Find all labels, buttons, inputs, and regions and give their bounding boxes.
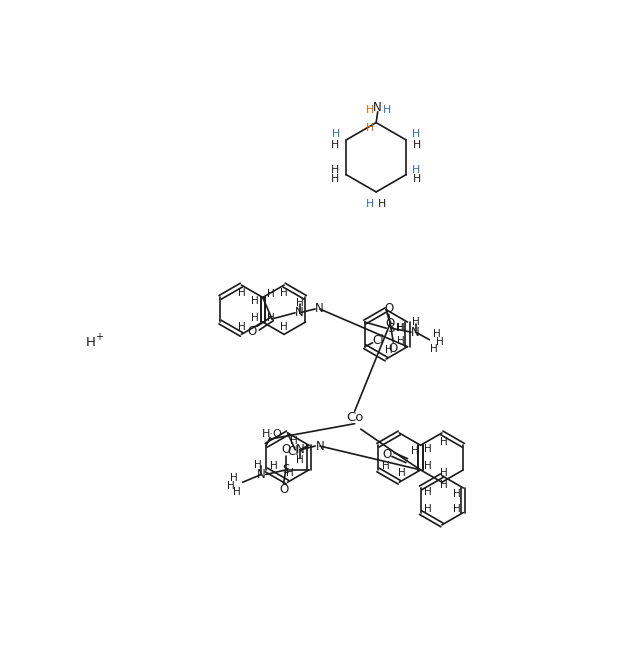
Text: H: H bbox=[270, 461, 278, 471]
Text: H: H bbox=[412, 317, 419, 327]
Text: H: H bbox=[254, 460, 262, 470]
Text: H: H bbox=[424, 504, 432, 514]
Text: O: O bbox=[384, 302, 393, 314]
Text: H: H bbox=[453, 489, 461, 499]
Text: H: H bbox=[384, 345, 392, 355]
Text: H: H bbox=[424, 461, 432, 471]
Text: N: N bbox=[296, 444, 304, 456]
Text: H: H bbox=[424, 444, 432, 454]
Text: H: H bbox=[366, 123, 374, 133]
Text: Cl: Cl bbox=[288, 445, 299, 458]
Text: H: H bbox=[366, 199, 374, 209]
Text: H: H bbox=[238, 322, 245, 332]
Text: H: H bbox=[436, 337, 444, 347]
Text: H: H bbox=[424, 487, 432, 497]
Text: H: H bbox=[378, 199, 386, 209]
Text: O: O bbox=[279, 484, 288, 496]
Text: H: H bbox=[453, 504, 461, 514]
Text: N: N bbox=[411, 326, 420, 339]
Text: H: H bbox=[366, 105, 374, 115]
Text: H: H bbox=[286, 468, 294, 478]
Text: Cl: Cl bbox=[373, 334, 384, 347]
Text: S: S bbox=[282, 464, 289, 476]
Text: H: H bbox=[296, 455, 304, 465]
Text: O: O bbox=[389, 342, 398, 355]
Text: H: H bbox=[411, 446, 418, 456]
Text: H: H bbox=[86, 336, 96, 349]
Text: H: H bbox=[412, 129, 420, 138]
Text: H: H bbox=[331, 140, 339, 150]
Text: H: H bbox=[266, 313, 274, 323]
Text: H: H bbox=[396, 323, 404, 333]
Text: H: H bbox=[251, 296, 259, 306]
Text: H: H bbox=[441, 480, 448, 490]
Text: N: N bbox=[295, 306, 304, 319]
Text: S: S bbox=[388, 322, 394, 334]
Text: H: H bbox=[280, 322, 288, 332]
Text: H·O: H·O bbox=[262, 429, 282, 440]
Text: H: H bbox=[228, 481, 235, 491]
Text: N: N bbox=[373, 101, 382, 114]
Text: O: O bbox=[281, 444, 291, 456]
Text: H: H bbox=[331, 165, 339, 175]
Text: H: H bbox=[398, 468, 406, 478]
Text: N: N bbox=[316, 302, 324, 316]
Text: Co: Co bbox=[346, 411, 363, 424]
Text: O: O bbox=[386, 317, 394, 330]
Text: H: H bbox=[430, 344, 438, 354]
Text: H: H bbox=[441, 468, 448, 478]
Text: H: H bbox=[331, 174, 339, 184]
Text: H: H bbox=[382, 461, 389, 471]
Text: H: H bbox=[290, 436, 298, 446]
Text: H: H bbox=[433, 328, 441, 339]
Text: H: H bbox=[238, 288, 245, 298]
Text: O: O bbox=[248, 325, 257, 338]
Text: +: + bbox=[95, 332, 103, 343]
Text: H: H bbox=[232, 487, 241, 497]
Text: H: H bbox=[412, 165, 420, 175]
Text: H: H bbox=[266, 288, 274, 298]
Text: H: H bbox=[398, 336, 405, 346]
Text: H: H bbox=[412, 140, 421, 150]
Text: H: H bbox=[398, 323, 405, 333]
Text: H: H bbox=[441, 437, 448, 447]
Text: H: H bbox=[412, 174, 421, 184]
Text: N: N bbox=[316, 440, 324, 452]
Text: H: H bbox=[229, 472, 238, 482]
Text: H: H bbox=[296, 298, 304, 308]
Text: H: H bbox=[280, 288, 288, 298]
Text: H: H bbox=[251, 313, 259, 323]
Text: H: H bbox=[382, 105, 391, 115]
Text: O: O bbox=[382, 448, 391, 461]
Text: H: H bbox=[332, 129, 340, 138]
Text: N: N bbox=[257, 468, 266, 481]
